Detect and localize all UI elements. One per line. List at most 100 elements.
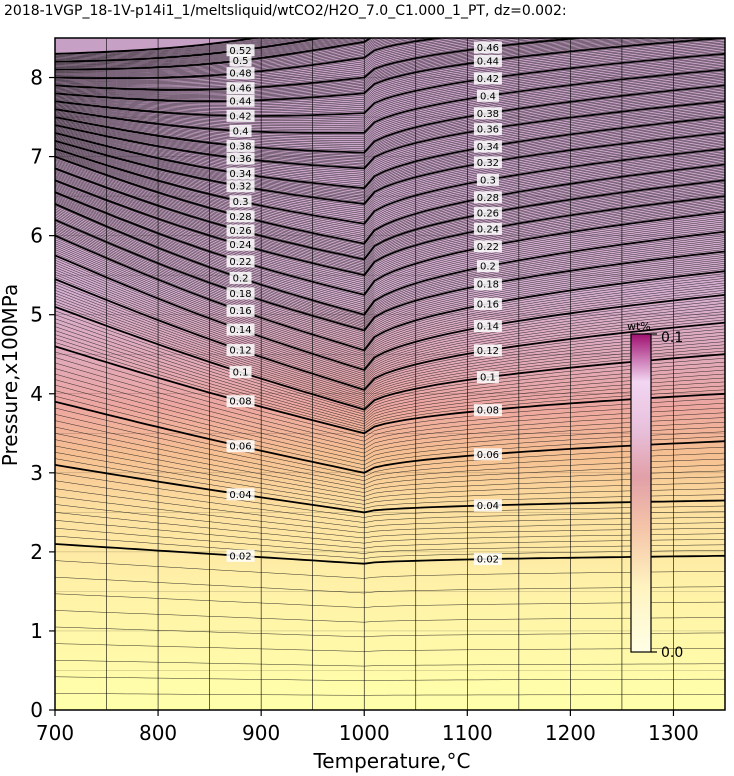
contour-line	[55, 38, 522, 86]
contour-lines	[55, 38, 725, 696]
contour-label: 0.24	[229, 240, 251, 251]
contour-label: 0.38	[477, 109, 499, 120]
contour-line	[55, 298, 725, 404]
contour-line	[55, 395, 725, 470]
contour-label-bg	[473, 54, 502, 67]
contour-line	[55, 126, 725, 198]
contour-line	[55, 191, 725, 296]
contour-line	[55, 159, 725, 249]
contour-line	[55, 230, 725, 345]
contour-label: 0.46	[477, 43, 499, 54]
contour-line	[55, 38, 421, 77]
contour-line	[55, 167, 725, 259]
contour-line	[55, 182, 725, 280]
contour-line	[55, 452, 725, 505]
contour-line	[55, 151, 725, 232]
contour-line	[55, 310, 725, 413]
contour-line	[55, 38, 507, 84]
contour-label-bg	[226, 395, 255, 408]
contour-line	[55, 42, 725, 106]
x-tick-label: 1000	[339, 721, 390, 745]
x-axis-label: Temperature,°C	[312, 749, 470, 773]
contour-label: 0.04	[477, 501, 499, 512]
contour-label-bg	[473, 140, 502, 153]
contour-label: 0.38	[229, 141, 251, 152]
contour-line	[55, 115, 725, 187]
contour-line	[55, 264, 725, 379]
contour-line	[55, 488, 725, 529]
contour-label: 0.22	[477, 242, 499, 253]
contour-line	[55, 105, 725, 175]
contour-line	[55, 100, 725, 170]
contour-line	[55, 245, 725, 361]
contour-label: 0.42	[229, 111, 251, 122]
contour-label: 0.52	[229, 46, 251, 57]
contour-line	[55, 200, 725, 310]
contour-line	[55, 38, 698, 100]
contour-line	[55, 84, 725, 154]
contour-label-bg	[229, 124, 252, 137]
contour-line	[55, 135, 725, 209]
contour-line	[55, 38, 430, 78]
contour-line	[55, 38, 725, 103]
contour-label-bg	[476, 89, 499, 102]
contour-line	[55, 221, 725, 333]
contour-line	[55, 78, 725, 145]
y-tick-label: 8	[30, 66, 43, 90]
contour-line	[55, 155, 725, 242]
contour-line	[55, 214, 725, 327]
contour-line	[55, 184, 725, 284]
contour-label: 0.34	[477, 142, 499, 153]
contour-line	[55, 38, 270, 56]
contour-line	[55, 439, 725, 497]
contour-line	[55, 154, 725, 240]
contour-line	[55, 56, 725, 120]
contour-line	[55, 178, 725, 274]
x-tick-label: 700	[36, 721, 74, 745]
contour-line	[55, 38, 372, 71]
contour-line	[55, 108, 725, 179]
contour-line	[55, 407, 725, 478]
contour-line	[55, 197, 725, 306]
grid-lines	[55, 38, 725, 710]
contour-line	[55, 38, 316, 62]
contour-line	[55, 38, 682, 98]
contour-line	[55, 384, 725, 462]
x-tick-label: 1200	[545, 721, 596, 745]
contour-line	[55, 38, 290, 59]
contour-line	[55, 211, 725, 323]
contour-line	[55, 127, 725, 200]
contour-line	[55, 326, 725, 422]
contour-label-bg	[226, 287, 255, 300]
contour-label: 0.2	[480, 262, 496, 273]
contour-line	[55, 400, 725, 474]
contour-line	[55, 187, 725, 288]
contour-label-bg	[473, 207, 502, 220]
contour-line	[55, 351, 725, 438]
contour-label-bg	[473, 278, 502, 291]
contour-line	[55, 239, 725, 355]
contour-label: 0.28	[229, 212, 251, 223]
contour-line	[55, 38, 335, 64]
contour-line	[55, 96, 725, 164]
contour-label-bg	[226, 549, 255, 562]
contour-label: 0.34	[229, 169, 251, 180]
contour-line	[55, 142, 725, 217]
contour-label: 0.26	[477, 209, 499, 220]
contour-line	[55, 433, 725, 493]
contour-line	[55, 208, 725, 320]
contour-label: 0.3	[480, 175, 496, 186]
contour-line	[55, 150, 725, 230]
contour-line	[55, 104, 725, 173]
contour-line	[55, 80, 725, 147]
contour-line	[55, 259, 725, 375]
y-tick-label: 0	[30, 698, 43, 722]
contour-line	[55, 464, 725, 514]
contour-line	[55, 426, 725, 489]
y-tick-label: 2	[30, 540, 43, 564]
contour-label: 0.04	[229, 490, 251, 501]
contour-line	[55, 195, 725, 302]
contour-line	[55, 38, 309, 61]
contour-line	[55, 445, 725, 501]
